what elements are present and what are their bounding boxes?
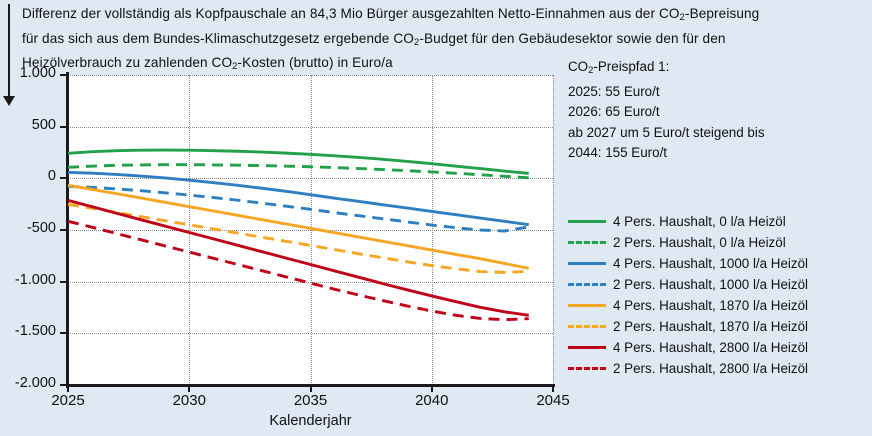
- x-axis-tick-label: 2040: [415, 392, 449, 409]
- x-axis-tick-label: 2045: [536, 392, 570, 409]
- legend-label: 2 Pers. Haushalt, 1870 l/a Heizöl: [613, 319, 809, 334]
- legend-label: 4 Pers. Haushalt, 0 l/a Heizöl: [613, 214, 786, 229]
- legend-item[interactable]: 2 Pers. Haushalt, 1000 l/a Heizöl: [568, 274, 868, 295]
- legend-item[interactable]: 2 Pers. Haushalt, 2800 l/a Heizöl: [568, 358, 868, 379]
- legend-swatch-icon: [568, 220, 606, 223]
- down-arrow-icon: [3, 96, 15, 106]
- series-line: [67, 170, 529, 227]
- left-accent-rule: [8, 4, 10, 102]
- y-axis-tick-label: 0: [47, 168, 56, 185]
- y-axis-tick: [60, 384, 68, 386]
- series-line: [67, 219, 529, 322]
- legend-swatch-icon: [568, 367, 606, 370]
- y-axis-tick-label: 1.000: [19, 65, 56, 81]
- legend-label: 4 Pers. Haushalt, 1000 l/a Heizöl: [613, 256, 809, 271]
- legend-label: 4 Pers. Haushalt, 2800 l/a Heizöl: [613, 340, 809, 355]
- legend-swatch-icon: [568, 241, 606, 244]
- legend-label: 4 Pers. Haushalt, 1870 l/a Heizöl: [613, 298, 809, 313]
- chart-legend: 4 Pers. Haushalt, 0 l/a Heizöl 2 Pers. Ha…: [568, 211, 868, 379]
- legend-label: 2 Pers. Haushalt, 1000 l/a Heizöl: [613, 277, 809, 292]
- annotation-line: 2044: 155 Euro/t: [568, 145, 668, 161]
- series-line: [67, 163, 529, 180]
- x-axis-tick: [67, 385, 69, 392]
- series-line: [67, 184, 529, 233]
- legend-item[interactable]: 2 Pers. Haushalt, 1870 l/a Heizöl: [568, 316, 868, 337]
- legend-swatch-icon: [568, 262, 606, 265]
- annotation-line: 2026: 65 Euro/t: [568, 104, 660, 120]
- legend-swatch-icon: [568, 304, 606, 307]
- chart-title-line: Heizölverbrauch zu zahlenden CO2-Kosten …: [22, 55, 393, 72]
- x-axis-tick-label: 2030: [172, 392, 206, 409]
- annotation-line: ab 2027 um 5 Euro/t steigend bis: [568, 124, 765, 140]
- y-axis-tick-label: -2.000: [14, 375, 56, 391]
- legend-label: 2 Pers. Haushalt, 0 l/a Heizöl: [613, 235, 786, 250]
- legend-swatch-icon: [568, 283, 606, 286]
- legend-item[interactable]: 4 Pers. Haushalt, 2800 l/a Heizöl: [568, 337, 868, 358]
- annotation-line: CO2-Preispfad 1:: [568, 59, 670, 76]
- y-axis-tick-label: -1.000: [14, 271, 56, 288]
- y-axis-tick-label: -1.500: [14, 323, 56, 340]
- y-axis-tick: [60, 177, 68, 180]
- y-axis-tick: [60, 125, 68, 128]
- y-axis-tick-label: 500: [31, 116, 56, 133]
- legend-swatch-icon: [568, 325, 606, 328]
- annotation-line: 2025: 55 Euro/t: [568, 83, 660, 99]
- x-axis-tick: [430, 385, 433, 392]
- series-line: [67, 198, 529, 317]
- y-axis-tick: [60, 74, 68, 76]
- gridline-vertical: [431, 75, 433, 385]
- chart-title: Differenz der vollständig als Kopfpausch…: [22, 4, 822, 78]
- x-axis-tick-label: 2025: [51, 392, 85, 409]
- y-axis-tick-label: -500: [26, 220, 56, 236]
- gridline-vertical: [553, 75, 554, 385]
- series-line: [67, 202, 529, 274]
- legend-label: 2 Pers. Haushalt, 2800 l/a Heizöl: [613, 361, 809, 376]
- legend-swatch-icon: [568, 346, 606, 349]
- price-path-annotation: CO2-Preispfad 1: 2025: 55 Euro/t 2026: 65 …: [568, 57, 868, 164]
- x-axis-title: Kalenderjahr: [269, 413, 352, 429]
- x-axis-tick: [552, 385, 554, 392]
- legend-item[interactable]: 4 Pers. Haushalt, 1870 l/a Heizöl: [568, 295, 868, 316]
- chart-title-line: Differenz der vollständig als Kopfpausch…: [22, 6, 760, 23]
- chart-title-line: für das sich aus dem Bundes-Klimaschutzg…: [22, 30, 726, 48]
- y-axis-tick: [60, 280, 68, 283]
- y-axis-tick: [60, 332, 68, 335]
- legend-item[interactable]: 2 Pers. Haushalt, 0 l/a Heizöl: [568, 232, 868, 253]
- gridline-vertical: [310, 75, 312, 385]
- legend-item[interactable]: 4 Pers. Haushalt, 0 l/a Heizöl: [568, 211, 868, 232]
- legend-item[interactable]: 4 Pers. Haushalt, 1000 l/a Heizöl: [568, 253, 868, 274]
- y-axis-tick: [60, 229, 68, 231]
- series-line: [67, 183, 530, 270]
- series-line: [67, 148, 529, 175]
- x-axis-tick-label: 2035: [293, 392, 328, 409]
- x-axis-tick: [188, 385, 191, 392]
- gridline-vertical: [189, 75, 191, 385]
- x-axis-tick: [309, 385, 312, 392]
